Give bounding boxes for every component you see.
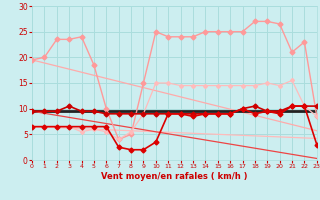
X-axis label: Vent moyen/en rafales ( km/h ): Vent moyen/en rafales ( km/h ) — [101, 172, 248, 181]
